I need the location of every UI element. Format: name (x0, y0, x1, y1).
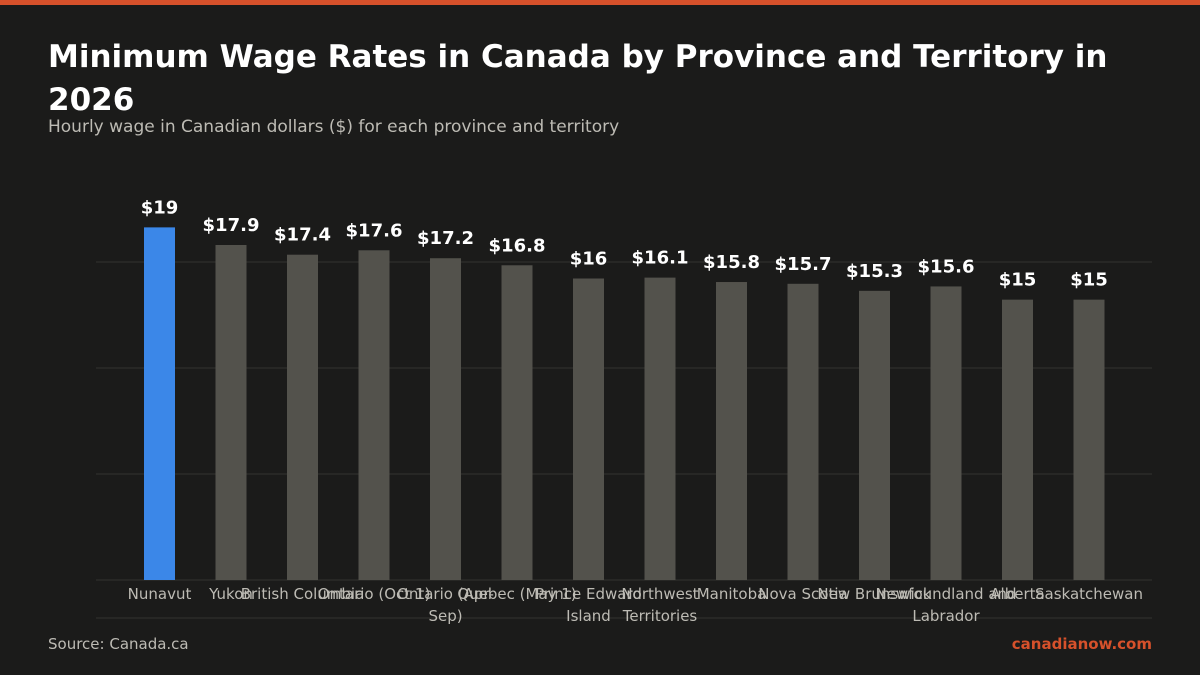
bar (573, 278, 604, 580)
category-label: Prince Edward Island (535, 585, 642, 625)
data-label: $17.4 (274, 225, 331, 246)
category-label-line: Yukon (208, 585, 253, 603)
data-label: $19 (141, 197, 179, 218)
category-label-line: Territories (622, 607, 698, 625)
category-label: Yukon (208, 585, 253, 603)
bar (215, 245, 247, 580)
category-label: New Brunswick (817, 585, 931, 603)
category-label-line: British Columbia (241, 585, 365, 603)
data-label: $15.3 (846, 261, 903, 282)
category-label-line: Manitoba (697, 585, 767, 603)
category-label: Nunavut (128, 585, 192, 603)
category-label-line: Labrador (912, 607, 980, 625)
chart-title: Minimum Wage Rates in Canada by Province… (48, 39, 1108, 118)
bar (644, 277, 676, 580)
category-label: Alberta (990, 585, 1044, 603)
data-label: $16 (570, 249, 608, 270)
data-label: $16.8 (489, 235, 546, 256)
category-label: Ontario (Apr- Sep) (397, 585, 494, 625)
data-label: $15.7 (775, 254, 832, 275)
data-label: $17.9 (203, 215, 260, 236)
category-label-line: Ontario (Oct 1) (318, 585, 431, 603)
bar (358, 250, 390, 580)
category-label: Newfoundland and Labrador (875, 585, 1016, 625)
data-label: $17.2 (417, 228, 474, 249)
category-label-line: New Brunswick (817, 585, 931, 603)
bar (1002, 299, 1033, 580)
category-label: Quebec (May 1) (457, 585, 576, 603)
category-label: Ontario (Oct 1) (318, 585, 431, 603)
bar (716, 282, 747, 580)
category-label-line: Saskatchewan (1035, 585, 1143, 603)
category-label: Nova Scotia (758, 585, 847, 603)
bar (501, 265, 533, 580)
category-label-line: Quebec (May 1) (457, 585, 576, 603)
category-label-line: Ontario (Apr- (397, 585, 494, 603)
category-label-line: Alberta (990, 585, 1044, 603)
category-label-line: Nova Scotia (758, 585, 847, 603)
bar (859, 290, 890, 580)
chart-subtitle: Hourly wage in Canadian dollars ($) for … (48, 117, 620, 137)
data-label: $16.1 (632, 248, 689, 269)
data-label: $17.6 (346, 220, 403, 241)
bar (787, 283, 819, 580)
source-note: Source: Canada.ca (48, 635, 189, 653)
top-accent-bar (0, 0, 1200, 5)
bar (930, 286, 962, 580)
category-label-line: Newfoundland and (875, 585, 1016, 603)
category-label-line: Sep) (428, 607, 462, 625)
category-label-line: Northwest (621, 585, 698, 603)
bar (1073, 299, 1105, 580)
category-label: Manitoba (697, 585, 767, 603)
category-label-line: Island (566, 607, 611, 625)
value-labels: $19 $17.9 $17.4 $17.6 $17.2 $16.8 $16 $16.1 $15.… (141, 197, 1108, 290)
data-label: $15.6 (918, 256, 975, 277)
brand-link[interactable]: canadianow.com (1011, 635, 1152, 653)
bar (144, 227, 175, 581)
grid-lines (96, 261, 1152, 619)
data-label: $15.8 (703, 252, 760, 273)
bar (430, 258, 461, 580)
category-label: Saskatchewan (1035, 585, 1143, 603)
data-label: $15 (999, 270, 1037, 291)
data-label: $15 (1070, 270, 1108, 291)
category-label: Northwest Territories (621, 585, 698, 625)
bar (287, 254, 318, 580)
bars (144, 227, 1105, 581)
category-label: British Columbia (241, 585, 365, 603)
category-label-line: Nunavut (128, 585, 192, 603)
category-label-line: Prince Edward (535, 585, 642, 603)
